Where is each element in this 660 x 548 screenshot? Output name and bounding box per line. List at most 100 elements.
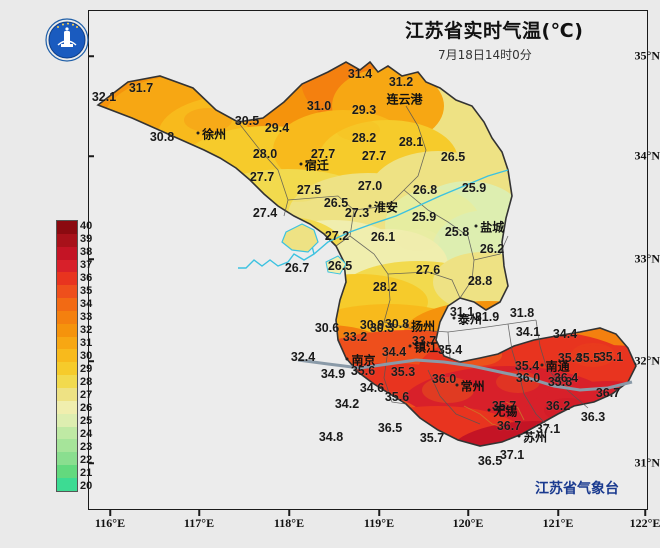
city-marker-dot: [455, 383, 459, 387]
colorbar-cell: [57, 439, 77, 453]
station-temperature-label: 31.2: [388, 75, 414, 89]
colorbar-cell: [57, 259, 77, 273]
station-temperature-label: 27.7: [361, 149, 387, 163]
observation-time: 7月18日14时0分: [438, 48, 532, 62]
station-temperature-label: 36.7: [595, 386, 621, 400]
y-tick-label: 32°N: [634, 353, 660, 368]
colorbar-tick-label: 27: [80, 388, 93, 401]
x-tick-mark: [109, 510, 111, 516]
station-temperature-label: 36.5: [477, 454, 503, 468]
station-temperature-label: 27.0: [357, 179, 383, 193]
colorbar-tick-label: 38: [80, 246, 93, 259]
colorbar-tick-label: 29: [80, 362, 93, 375]
colorbar-tick-label: 26: [80, 401, 93, 414]
lake-shapes: [281, 223, 347, 275]
station-temperature-label: 35.4: [437, 343, 463, 357]
station-temperature-label: 28.2: [351, 131, 377, 145]
colorbar-tick-label: 25: [80, 414, 93, 427]
station-temperature-label: 26.5: [327, 259, 353, 273]
city-marker-dot: [368, 204, 372, 208]
city-marker-dot: [387, 96, 391, 100]
colorbar-tick-label: 40: [80, 220, 93, 233]
station-temperature-label: 26.5: [440, 150, 466, 164]
station-temperature-label: 28.8: [467, 274, 493, 288]
yangtze-river: [297, 358, 633, 392]
station-temperature-label: 37.1: [535, 422, 561, 436]
station-temperature-label: 35.6: [384, 390, 410, 404]
colorbar-tick-label: 22: [80, 453, 93, 466]
prefecture-boundaries: [237, 105, 589, 429]
station-temperature-label: 35.7: [491, 399, 517, 413]
station-temperature-label: 26.7: [284, 261, 310, 275]
station-temperature-label: 34.9: [320, 367, 346, 381]
station-temperature-label: 37.1: [499, 448, 525, 462]
colorbar-cell: [57, 323, 77, 337]
city-marker-dot: [299, 162, 303, 166]
station-temperature-label: 26.1: [370, 230, 396, 244]
colorbar-tick-label: 20: [80, 479, 93, 492]
station-temperature-label: 35.6: [350, 364, 376, 378]
city-name-label: 盐城: [480, 220, 505, 235]
colorbar-tick-label: 24: [80, 427, 93, 440]
city-name-label: 南通: [545, 359, 570, 374]
page-title: 江苏省实时气温(℃): [405, 20, 584, 42]
station-temperature-label: 28.2: [372, 280, 398, 294]
city-name-label: 镇江: [413, 340, 439, 355]
colorbar-cell: [57, 477, 77, 491]
station-temperature-label: 31.7: [128, 81, 154, 95]
colorbar-tick-label: 21: [80, 466, 93, 479]
city-marker-dot: [540, 363, 544, 367]
station-temperature-label: 35.4: [557, 351, 583, 365]
colorbar-cell: [57, 298, 77, 311]
y-tick-mark: [88, 258, 94, 260]
station-temperature-label: 28.1: [398, 135, 424, 149]
colorbar-tick-label: 31: [80, 337, 93, 350]
colorbar-cell: [57, 400, 77, 414]
colorbar-cell: [57, 233, 77, 247]
y-tick-label: 34°N: [634, 148, 660, 163]
station-temperature-label: 36.4: [553, 371, 579, 385]
colorbar-cell: [57, 387, 77, 401]
station-temperature-label: 34.2: [334, 397, 360, 411]
city-name-label: 无锡: [493, 404, 518, 419]
station-temperature-label: 30.5: [234, 114, 260, 128]
station-temperature-label: 34.8: [318, 430, 344, 444]
y-tick-mark: [88, 55, 94, 57]
station-temperature-label: 30.3: [369, 321, 395, 335]
x-tick-label: 118°E: [273, 516, 305, 530]
city-marker-dot: [408, 344, 412, 348]
city-name-label: 宿迁: [304, 158, 329, 173]
station-temperature-label: 30.6: [314, 321, 340, 335]
colorbar-tick-label: 36: [80, 272, 93, 285]
station-temperature-label: 29.4: [264, 121, 290, 135]
station-temperature-label: 36.0: [431, 372, 457, 386]
station-temperature-label: 27.7: [310, 147, 336, 161]
colorbar-tick-label: 28: [80, 375, 93, 388]
x-tick-label: 122°E: [629, 516, 660, 530]
x-tick-label: 121°E: [542, 516, 574, 530]
county-boundaries: [463, 401, 525, 429]
colorbar-tick-label: 33: [80, 311, 93, 324]
city-marker-dot: [452, 316, 456, 320]
y-tick-label: 31°N: [634, 455, 660, 470]
station-temperature-label: 26.5: [323, 196, 349, 210]
y-tick-mark: [88, 155, 94, 157]
station-temperature-label: 36.7: [496, 419, 522, 433]
agency-credit: 江苏省气象台: [535, 481, 619, 497]
colorbar-tick-label: 35: [80, 285, 93, 298]
station-temperature-label: 27.2: [324, 229, 350, 243]
station-temperature-label: 27.6: [415, 263, 441, 277]
station-temperature-label: 27.3: [344, 206, 370, 220]
y-tick-mark: [88, 462, 94, 464]
x-tick-mark: [557, 510, 559, 516]
city-name-label: 淮安: [373, 200, 398, 215]
station-temperature-label: 32.4: [290, 350, 316, 364]
city-marker-dot: [196, 131, 200, 135]
colorbar-cell: [57, 336, 77, 350]
x-tick-label: 116°E: [94, 516, 126, 530]
station-temperature-label: 33.2: [342, 330, 368, 344]
city-marker-dot: [345, 357, 349, 361]
station-temperature-label: 26.2: [479, 242, 505, 256]
station-temperature-label: 32.1: [91, 90, 117, 104]
x-tick-label: 119°E: [363, 516, 395, 530]
